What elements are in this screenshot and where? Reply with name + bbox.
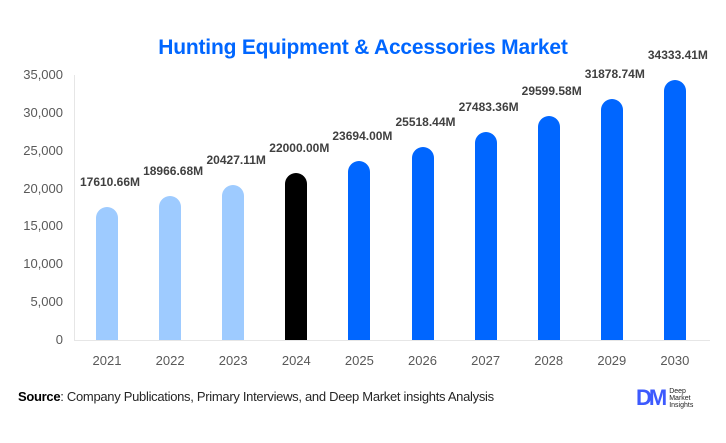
x-tick-label: 2027 xyxy=(471,353,501,368)
bar-2022 xyxy=(159,196,182,340)
source-label: Source xyxy=(18,389,61,404)
value-label: 27483.36M xyxy=(458,99,519,114)
value-label: 31878.74M xyxy=(584,66,645,81)
y-tick-label: 35,000 xyxy=(23,67,63,82)
bar-2028 xyxy=(537,115,560,340)
brand-logo: DM Deep Market Insights xyxy=(636,385,693,411)
y-tick-label: 10,000 xyxy=(23,256,63,272)
logo-line-2: Market xyxy=(669,394,691,402)
bar-2026 xyxy=(411,146,434,340)
x-axis-line xyxy=(74,340,710,341)
x-tick-label: 2029 xyxy=(597,353,627,368)
value-label: 34333.41M xyxy=(647,48,708,63)
value-label: 17610.66M xyxy=(79,174,141,189)
value-label: 23694.00M xyxy=(332,128,393,143)
chart-title: Hunting Equipment & Accessories Market xyxy=(158,36,568,59)
bar-2021 xyxy=(96,206,118,340)
logo-line-3: Insights xyxy=(669,401,694,409)
source-note: Source: Company Publications, Primary In… xyxy=(18,389,494,404)
value-label: 20427.11M xyxy=(206,153,266,168)
value-label: 29599.58M xyxy=(521,83,582,98)
x-tick-label: 2021 xyxy=(92,353,122,368)
x-tick-label: 2026 xyxy=(408,353,437,368)
y-tick-label: 20,000 xyxy=(23,180,63,196)
y-tick-label: 0 xyxy=(55,332,63,347)
value-label: 18966.68M xyxy=(143,164,204,179)
bar-2027 xyxy=(474,131,497,340)
y-tick-label: 15,000 xyxy=(23,218,63,234)
bar-chart: 0 5,000 10,000 15,000 20,000 25,000 30,000 35,0… xyxy=(23,48,710,368)
y-tick-label: 5,000 xyxy=(30,294,63,310)
x-tick-label: 2024 xyxy=(281,353,311,368)
logo-mark-icon: DM xyxy=(636,385,667,410)
x-tick-label: 2028 xyxy=(534,353,564,368)
bar-2029 xyxy=(600,98,623,340)
x-tick-label: 2022 xyxy=(155,353,185,368)
x-tick-label: 2030 xyxy=(660,353,690,368)
bar-2023 xyxy=(222,185,245,340)
bar-2024 xyxy=(285,173,308,340)
x-tick-label: 2023 xyxy=(218,353,248,368)
logo-text: Deep Market Insights xyxy=(669,388,693,409)
y-axis-line xyxy=(74,75,75,340)
source-text: : Company Publications, Primary Intervie… xyxy=(60,389,494,404)
y-tick-label: 25,000 xyxy=(23,142,63,158)
bar-2030 xyxy=(663,80,686,340)
y-tick-label: 30,000 xyxy=(23,104,63,120)
bar-2025 xyxy=(348,160,371,340)
logo-line-1: Deep xyxy=(669,387,686,395)
x-tick-label: 2025 xyxy=(344,353,374,368)
value-label: 22000.00M xyxy=(269,141,330,156)
value-label: 25518.44M xyxy=(395,114,456,129)
